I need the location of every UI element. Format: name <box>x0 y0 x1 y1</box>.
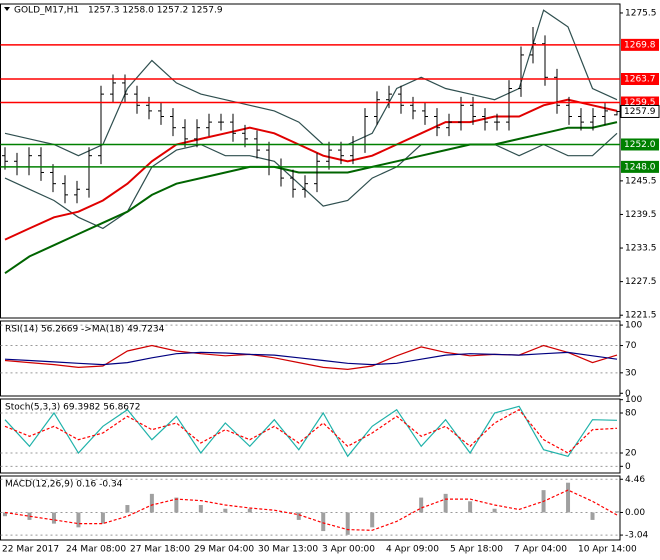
y-tick-label: 100 <box>625 321 642 331</box>
histogram-bar <box>76 512 81 528</box>
histogram-bar <box>492 508 497 513</box>
histogram-bar <box>51 512 56 524</box>
y-tick-label: 1233.5 <box>625 244 657 254</box>
y-tick-label: 1221.5 <box>625 311 657 321</box>
y-tick-label: 100 <box>625 395 642 405</box>
panel-frame <box>0 3 621 319</box>
histogram-bar <box>100 512 105 524</box>
panel-title: RSI(14) 56.2669 ->MA(18) 49.7234 <box>5 325 165 335</box>
y-tick-label: 1275.5 <box>625 8 657 18</box>
y-tick-label: 80 <box>625 409 637 419</box>
x-tick-label: 24 Mar 08:00 <box>66 545 126 555</box>
menu-arrow[interactable] <box>4 7 10 11</box>
histogram-bar <box>3 512 7 517</box>
y-tick-label: 30 <box>625 368 637 378</box>
level-tag <box>621 138 659 151</box>
histogram-bar <box>198 505 203 513</box>
price-label: 1257.9 <box>624 107 656 117</box>
indicator-line <box>4 351 618 366</box>
indicator-line <box>4 121 618 275</box>
x-tick-label: 10 Apr 14:00 <box>578 545 637 555</box>
panel-title: Stoch(5,3,3) 69.3982 56.8672 <box>5 403 140 413</box>
histogram-bar <box>419 497 424 513</box>
histogram-bar <box>149 493 154 513</box>
y-tick-label: 1245.5 <box>625 176 657 186</box>
histogram-bar <box>443 493 448 513</box>
histogram-bar <box>125 505 130 513</box>
indicator-line <box>4 98 618 241</box>
histogram-bar <box>370 512 375 528</box>
y-tick-label: 1239.5 <box>625 210 657 220</box>
histogram-bar <box>27 512 32 520</box>
indicator-line <box>4 489 618 531</box>
y-tick-label: 0 <box>625 389 631 399</box>
y-tick-label: 0.00 <box>625 508 645 518</box>
chart-title: GOLD_M17,H1 <box>14 6 79 16</box>
x-tick-label: 30 Mar 13:00 <box>258 545 318 555</box>
y-tick-label: 1227.5 <box>625 277 657 287</box>
x-tick-label: 7 Apr 04:00 <box>514 545 567 555</box>
histogram-bar <box>468 501 473 513</box>
x-tick-label: 22 Mar 2017 <box>2 545 59 555</box>
histogram-bar <box>174 497 179 513</box>
x-tick-label: 5 Apr 18:00 <box>450 545 503 555</box>
panel-frame <box>0 398 621 474</box>
y-tick-label: 0 <box>625 462 631 472</box>
level-label: 1252.0 <box>624 140 656 150</box>
quote: 1257.3 1258.0 1257.2 1257.9 <box>88 6 223 16</box>
indicator-line <box>4 405 618 458</box>
y-tick-label: 20 <box>625 449 637 459</box>
indicator-line <box>4 408 618 454</box>
histogram-bar <box>321 512 326 532</box>
histogram-bar <box>223 508 228 513</box>
histogram-bar <box>247 508 252 513</box>
x-tick-label: 29 Mar 04:00 <box>194 545 254 555</box>
level-tag <box>621 38 659 51</box>
x-tick-label: 3 Apr 00:00 <box>322 545 375 555</box>
panel-frame <box>0 320 621 397</box>
y-tick-label: 4.46 <box>625 475 645 485</box>
level-label: 1269.8 <box>624 40 656 50</box>
panel-title: MACD(12,26,9) 0.16 -0.34 <box>5 480 123 490</box>
level-tag <box>621 160 659 173</box>
y-tick-label: -3.04 <box>625 531 649 541</box>
panel-frame <box>0 475 621 541</box>
histogram-bar <box>296 512 301 520</box>
histogram-bar <box>345 512 350 535</box>
level-label: 1263.7 <box>624 75 656 85</box>
x-tick-label: 4 Apr 09:00 <box>386 545 439 555</box>
y-tick-label: 70 <box>625 341 637 351</box>
level-label: 1259.5 <box>624 98 656 108</box>
level-tag <box>621 73 659 86</box>
level-label: 1248.0 <box>624 162 656 172</box>
indicator-line <box>4 9 618 157</box>
histogram-bar <box>615 511 619 513</box>
x-tick-label: 27 Mar 18:00 <box>130 545 190 555</box>
histogram-bar <box>566 482 571 513</box>
indicator-line <box>4 132 618 230</box>
histogram-bar <box>590 512 595 520</box>
price-tag <box>620 104 660 118</box>
